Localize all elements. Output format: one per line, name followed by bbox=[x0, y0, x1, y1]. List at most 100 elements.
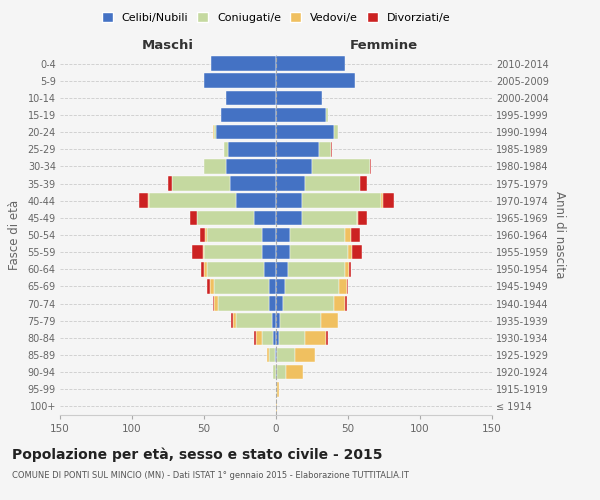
Bar bbox=[262, 245, 276, 260]
Bar bbox=[200, 228, 205, 242]
Bar bbox=[276, 330, 279, 345]
Bar bbox=[172, 176, 230, 191]
Bar bbox=[312, 159, 370, 174]
Bar bbox=[345, 296, 347, 311]
Bar bbox=[295, 348, 315, 362]
Text: Femmine: Femmine bbox=[350, 38, 418, 52]
Bar bbox=[351, 228, 359, 242]
Bar bbox=[334, 296, 345, 311]
Bar bbox=[276, 245, 290, 260]
Bar bbox=[284, 279, 340, 293]
Bar bbox=[226, 90, 276, 105]
Bar bbox=[269, 279, 276, 293]
Bar bbox=[205, 228, 207, 242]
Bar bbox=[236, 314, 272, 328]
Bar bbox=[349, 262, 351, 276]
Bar bbox=[149, 194, 236, 208]
Bar bbox=[210, 279, 214, 293]
Text: Popolazione per età, sesso e stato civile - 2015: Popolazione per età, sesso e stato civil… bbox=[12, 448, 383, 462]
Legend: Celibi/Nubili, Coniugati/e, Vedovi/e, Divorziati/e: Celibi/Nubili, Coniugati/e, Vedovi/e, Di… bbox=[97, 8, 455, 28]
Bar bbox=[276, 262, 287, 276]
Bar bbox=[214, 296, 218, 311]
Bar bbox=[276, 382, 277, 396]
Bar bbox=[262, 330, 273, 345]
Bar bbox=[272, 314, 276, 328]
Bar bbox=[229, 142, 276, 156]
Bar bbox=[276, 159, 312, 174]
Bar bbox=[201, 262, 204, 276]
Bar bbox=[383, 194, 394, 208]
Bar bbox=[347, 279, 348, 293]
Bar bbox=[268, 348, 269, 362]
Bar bbox=[356, 210, 358, 225]
Bar bbox=[254, 210, 276, 225]
Bar bbox=[277, 348, 295, 362]
Bar bbox=[340, 279, 347, 293]
Bar bbox=[214, 125, 215, 140]
Bar bbox=[214, 279, 269, 293]
Bar bbox=[276, 125, 334, 140]
Bar bbox=[276, 74, 355, 88]
Bar bbox=[232, 314, 233, 328]
Bar bbox=[226, 159, 276, 174]
Bar bbox=[370, 159, 371, 174]
Bar bbox=[221, 108, 276, 122]
Bar bbox=[269, 296, 276, 311]
Bar bbox=[207, 279, 210, 293]
Bar bbox=[218, 296, 269, 311]
Bar bbox=[276, 142, 319, 156]
Bar bbox=[276, 56, 345, 71]
Bar bbox=[277, 382, 279, 396]
Bar bbox=[212, 296, 214, 311]
Bar bbox=[348, 245, 352, 260]
Bar bbox=[305, 330, 326, 345]
Bar bbox=[276, 210, 302, 225]
Y-axis label: Fasce di età: Fasce di età bbox=[8, 200, 20, 270]
Bar bbox=[276, 194, 302, 208]
Bar bbox=[269, 348, 275, 362]
Y-axis label: Anni di nascita: Anni di nascita bbox=[553, 192, 566, 278]
Bar bbox=[276, 228, 290, 242]
Bar bbox=[197, 210, 254, 225]
Bar bbox=[290, 245, 348, 260]
Bar bbox=[276, 296, 283, 311]
Bar bbox=[345, 262, 349, 276]
Bar bbox=[273, 365, 276, 380]
Bar bbox=[207, 262, 265, 276]
Bar bbox=[381, 194, 383, 208]
Bar bbox=[358, 210, 367, 225]
Bar bbox=[204, 262, 207, 276]
Text: COMUNE DI PONTI SUL MINCIO (MN) - Dati ISTAT 1° gennaio 2015 - Elaborazione TUTT: COMUNE DI PONTI SUL MINCIO (MN) - Dati I… bbox=[12, 471, 409, 480]
Bar bbox=[326, 108, 328, 122]
Bar bbox=[276, 90, 322, 105]
Bar bbox=[286, 365, 304, 380]
Bar bbox=[215, 125, 276, 140]
Bar bbox=[207, 228, 262, 242]
Bar bbox=[211, 56, 276, 71]
Bar bbox=[280, 314, 320, 328]
Bar bbox=[168, 176, 172, 191]
Bar bbox=[276, 399, 277, 413]
Bar bbox=[279, 330, 305, 345]
Bar bbox=[204, 245, 262, 260]
Bar bbox=[204, 74, 276, 88]
Bar bbox=[230, 176, 276, 191]
Bar bbox=[256, 330, 262, 345]
Bar bbox=[262, 228, 276, 242]
Bar bbox=[326, 330, 328, 345]
Bar bbox=[320, 314, 338, 328]
Bar bbox=[236, 194, 276, 208]
Bar bbox=[148, 194, 149, 208]
Bar bbox=[287, 262, 345, 276]
Bar bbox=[233, 314, 236, 328]
Bar bbox=[139, 194, 148, 208]
Bar bbox=[319, 142, 331, 156]
Bar bbox=[276, 365, 277, 380]
Bar bbox=[275, 348, 276, 362]
Bar bbox=[193, 245, 203, 260]
Bar bbox=[283, 296, 334, 311]
Bar bbox=[276, 348, 277, 362]
Bar bbox=[334, 125, 338, 140]
Bar bbox=[331, 142, 332, 156]
Bar bbox=[273, 330, 276, 345]
